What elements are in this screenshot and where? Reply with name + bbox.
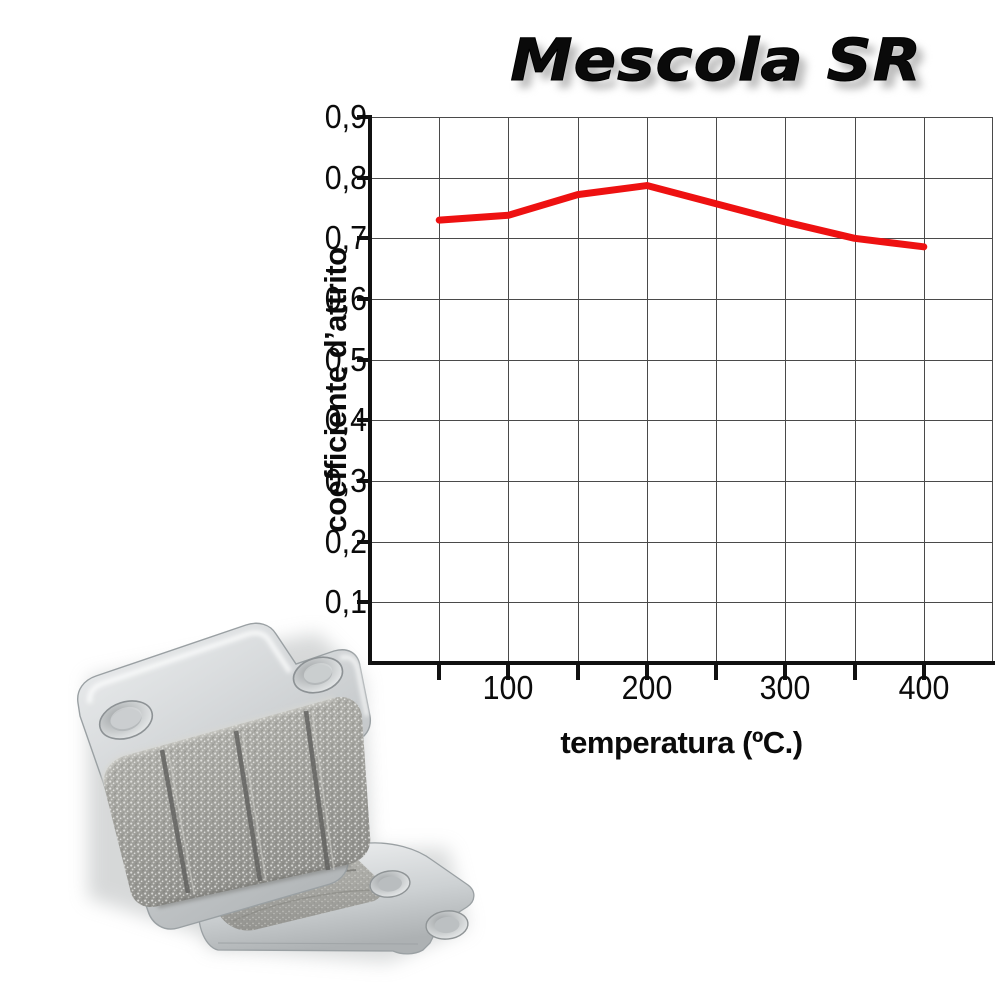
gridline-vertical bbox=[439, 117, 441, 663]
x-axis-tick-label: 300 bbox=[759, 669, 811, 706]
series-line-mescola-sr bbox=[435, 182, 928, 251]
y-axis-tick-label: 0,1 bbox=[324, 583, 367, 621]
gridline-vertical bbox=[508, 117, 510, 663]
gridline-horizontal bbox=[370, 420, 993, 422]
gridline-horizontal bbox=[370, 238, 993, 240]
gridline-horizontal bbox=[370, 299, 993, 300]
y-axis-tick bbox=[357, 175, 370, 180]
chart-title-shadow: Mescola SR bbox=[517, 34, 930, 102]
x-axis-tick bbox=[437, 665, 442, 680]
y-axis-tick-label: 0,5 bbox=[324, 340, 367, 378]
gridline-vertical bbox=[854, 117, 856, 663]
y-axis-line bbox=[368, 115, 372, 665]
y-axis-tick-label: 0,9 bbox=[324, 98, 367, 135]
gridline-vertical bbox=[577, 117, 579, 663]
x-axis-tick bbox=[506, 665, 511, 680]
friction-coefficient-chart: 0,1 0,2 0,3 0,4 0,5 0,6 0,7 0,8 0,9 100 200 300 400… bbox=[318, 98, 995, 760]
gridline-horizontal bbox=[370, 481, 993, 482]
x-axis-tick bbox=[783, 665, 788, 680]
gridline-vertical bbox=[923, 117, 925, 663]
gridline-horizontal bbox=[370, 359, 993, 361]
y-axis-tick-label: 0,8 bbox=[324, 158, 367, 196]
x-axis-title: temperatura (ºC.) bbox=[370, 725, 993, 761]
y-axis-title: coefficiente d’attrito bbox=[318, 247, 353, 533]
y-axis-tick-label: 0,6 bbox=[324, 280, 367, 317]
y-axis-tick bbox=[357, 236, 370, 241]
chart-title-text: Mescola SR bbox=[510, 26, 923, 95]
y-axis-tick-label: 0,2 bbox=[324, 522, 367, 560]
y-axis-tick bbox=[357, 418, 370, 423]
gridline-horizontal bbox=[370, 177, 993, 179]
series-plot bbox=[435, 182, 928, 251]
x-axis-tick bbox=[921, 665, 926, 680]
y-axis-tick bbox=[357, 600, 370, 605]
gridline-vertical bbox=[785, 117, 787, 663]
x-axis-tick bbox=[852, 665, 857, 680]
plot-area bbox=[370, 117, 993, 663]
gridline-vertical bbox=[646, 117, 648, 663]
gridline-horizontal bbox=[370, 117, 993, 118]
y-axis-tick bbox=[357, 297, 370, 301]
x-axis-tick-label: 400 bbox=[898, 669, 950, 706]
brake-pad-photo bbox=[18, 598, 488, 998]
brake-pad-illustration bbox=[77, 622, 475, 963]
x-axis-title-text: temperatura (ºC.) bbox=[560, 725, 803, 760]
x-axis-tick bbox=[575, 665, 580, 680]
chart-title: Mescola SR Mescola SR bbox=[430, 26, 960, 103]
x-axis-tick-label: 200 bbox=[621, 669, 673, 706]
y-axis-tick bbox=[357, 115, 370, 119]
y-axis-tick bbox=[357, 539, 370, 544]
x-axis-tick bbox=[644, 665, 649, 680]
y-axis-tick bbox=[357, 479, 370, 483]
y-axis-tick bbox=[357, 357, 370, 362]
gridline-horizontal bbox=[370, 541, 993, 543]
brake-pad-upper bbox=[77, 622, 372, 930]
y-axis-tick-label: 0,4 bbox=[324, 401, 367, 439]
x-axis-tick-label: 100 bbox=[483, 669, 534, 706]
y-axis-tick-label: 0,3 bbox=[324, 462, 367, 499]
y-axis-tick-label: 0,7 bbox=[324, 219, 367, 257]
x-axis-line bbox=[368, 661, 995, 665]
gridline-vertical bbox=[716, 117, 718, 663]
gridline-horizontal bbox=[370, 602, 993, 604]
x-axis-tick bbox=[714, 665, 719, 680]
